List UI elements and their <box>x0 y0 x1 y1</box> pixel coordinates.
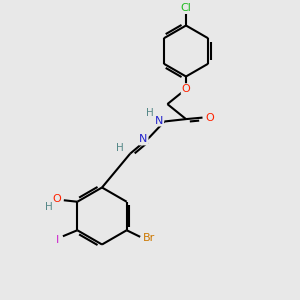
Text: O: O <box>53 194 62 204</box>
Text: Br: Br <box>142 233 155 243</box>
Text: I: I <box>56 235 59 245</box>
Text: N: N <box>139 134 148 145</box>
Text: H: H <box>146 108 154 118</box>
Text: H: H <box>45 202 53 212</box>
Text: N: N <box>155 116 163 126</box>
Text: H: H <box>116 143 124 153</box>
Text: O: O <box>182 84 190 94</box>
Text: O: O <box>206 112 214 123</box>
Text: Cl: Cl <box>181 3 191 13</box>
